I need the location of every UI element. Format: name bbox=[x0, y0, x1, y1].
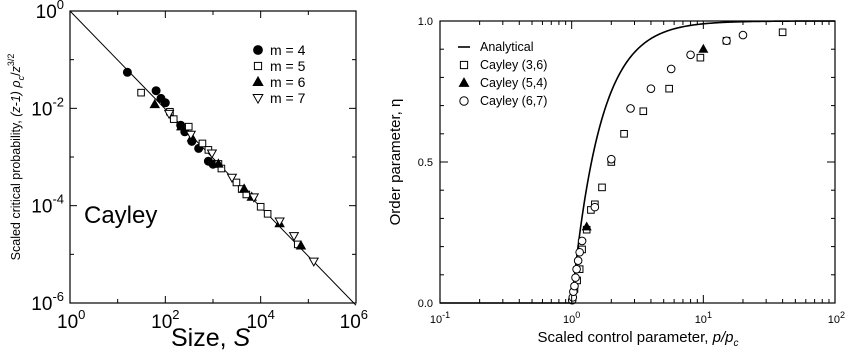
right-point-series-3 bbox=[572, 264, 581, 274]
left-point-series-2 bbox=[176, 121, 187, 131]
left-point-series-2 bbox=[238, 183, 250, 193]
right-point-series-1 bbox=[696, 53, 705, 62]
left-y-tick-label: 10-6 bbox=[31, 289, 64, 315]
right-point-series-3 bbox=[607, 154, 616, 164]
left-point-series-3 bbox=[185, 130, 197, 141]
left-legend-label-2: m = 6 bbox=[270, 74, 306, 90]
left-y-tick-label: 100 bbox=[36, 0, 64, 23]
right-point-series-3 bbox=[722, 36, 731, 46]
left-point-series-1 bbox=[169, 115, 178, 123]
left-point-series-1 bbox=[263, 210, 272, 218]
right-point-series-2 bbox=[698, 43, 709, 53]
right-legend-label-3: Cayley (6,7) bbox=[480, 94, 547, 108]
right-legend-marker-1 bbox=[459, 60, 469, 70]
left-point-series-2 bbox=[295, 240, 307, 250]
left-point-series-1 bbox=[137, 88, 145, 97]
left-point-series-2 bbox=[149, 98, 161, 109]
left-point-series-3 bbox=[248, 193, 260, 203]
right-y-tick-label: 0.0 bbox=[418, 298, 433, 310]
left-point-series-3 bbox=[206, 149, 218, 159]
right-x-tick-label: 101 bbox=[695, 310, 712, 326]
left-point-series-1 bbox=[232, 178, 241, 187]
right-point-series-1 bbox=[665, 84, 673, 93]
right-point-series-3 bbox=[626, 104, 635, 113]
right-tick-marks bbox=[439, 20, 835, 304]
right-legend-marker-3 bbox=[459, 96, 469, 106]
right-point-series-3 bbox=[590, 202, 600, 212]
left-point-series-3 bbox=[163, 109, 175, 120]
left-point-series-3 bbox=[226, 173, 238, 184]
left-point-series-0 bbox=[160, 98, 170, 108]
right-y-tick-label: 0.5 bbox=[418, 157, 433, 169]
left-point-series-3 bbox=[288, 232, 300, 242]
left-y-tick-label: 10-2 bbox=[31, 94, 64, 120]
left-legend-marker-1 bbox=[253, 61, 263, 71]
left-data-marks bbox=[69, 10, 357, 306]
right-x-axis-label: Scaled control parameter, p/pc bbox=[538, 329, 739, 349]
right-y-tick-label: 1.0 bbox=[418, 16, 433, 28]
left-fit-line bbox=[69, 10, 357, 306]
right-point-series-3 bbox=[573, 256, 583, 266]
left-x-tick-label: 102 bbox=[151, 307, 179, 333]
left-x-tick-label: 106 bbox=[340, 307, 368, 333]
left-x-tick-label: 100 bbox=[57, 307, 85, 333]
right-point-series-3 bbox=[646, 84, 656, 93]
left-y-tick-label: 10-4 bbox=[31, 192, 64, 218]
left-legend-label-0: m = 4 bbox=[270, 42, 306, 58]
right-x-tick-label: 10-1 bbox=[430, 310, 450, 326]
left-point-series-1 bbox=[184, 122, 193, 131]
left-legend: m = 4m = 5m = 6m = 7 bbox=[252, 42, 306, 106]
right-x-tick-label: 102 bbox=[828, 310, 845, 326]
left-point-series-3 bbox=[274, 217, 285, 227]
left-legend-label-3: m = 7 bbox=[270, 90, 306, 106]
right-point-series-1 bbox=[778, 28, 787, 37]
left-tick-marks bbox=[69, 10, 357, 304]
left-chart: 100 102 104 106 10-6 10-4 10-2 100 Cayley Size,… bbox=[6, 0, 368, 352]
right-point-series-3 bbox=[686, 50, 695, 60]
right-tick-labels: 10-1 100 101 102 0.0 0.5 1.0 bbox=[418, 16, 845, 326]
right-point-series-3 bbox=[570, 281, 579, 291]
right-point-series-1 bbox=[620, 130, 628, 138]
right-point-series-3 bbox=[577, 236, 587, 246]
left-legend-marker-0 bbox=[253, 45, 263, 55]
right-point-series-1 bbox=[598, 183, 606, 192]
right-legend: Analytical Cayley (3,6) Cayley (5,4) Cayley… bbox=[458, 40, 547, 108]
left-point-series-0 bbox=[122, 67, 132, 77]
right-point-series-1 bbox=[639, 107, 648, 116]
right-point-series-3 bbox=[571, 273, 580, 282]
left-legend-label-1: m = 5 bbox=[270, 58, 306, 74]
left-annotation: Cayley bbox=[84, 202, 157, 229]
left-point-series-2 bbox=[213, 158, 224, 168]
right-legend-label-1: Cayley (3,6) bbox=[480, 58, 547, 72]
left-legend-marker-2 bbox=[252, 75, 264, 87]
right-point-series-3 bbox=[575, 247, 584, 257]
left-x-axis-label: Size, S bbox=[171, 324, 251, 352]
left-x-tick-label: 104 bbox=[246, 307, 274, 333]
left-point-series-1 bbox=[256, 202, 265, 211]
left-point-series-3 bbox=[308, 257, 320, 267]
right-point-series-3 bbox=[738, 30, 748, 40]
right-point-series-3 bbox=[666, 64, 676, 74]
left-point-series-0 bbox=[151, 86, 161, 96]
right-legend-label-2: Cayley (5,4) bbox=[480, 76, 547, 90]
right-y-axis-label: Order parameter, η bbox=[387, 99, 404, 226]
left-tick-labels: 100 102 104 106 10-6 10-4 10-2 100 bbox=[31, 0, 368, 333]
right-x-tick-label: 100 bbox=[563, 310, 580, 326]
right-point-series-2 bbox=[581, 221, 592, 231]
left-y-axis-label: Scaled critical probability, (z-1) ρc/z3… bbox=[6, 54, 26, 261]
right-legend-marker-2 bbox=[458, 77, 470, 87]
right-legend-label-0: Analytical bbox=[480, 40, 534, 54]
left-point-series-1 bbox=[198, 139, 207, 148]
right-chart: 10-1 100 101 102 0.0 0.5 1.0 Scaled control pa… bbox=[387, 16, 845, 349]
left-legend-marker-3 bbox=[252, 93, 264, 105]
